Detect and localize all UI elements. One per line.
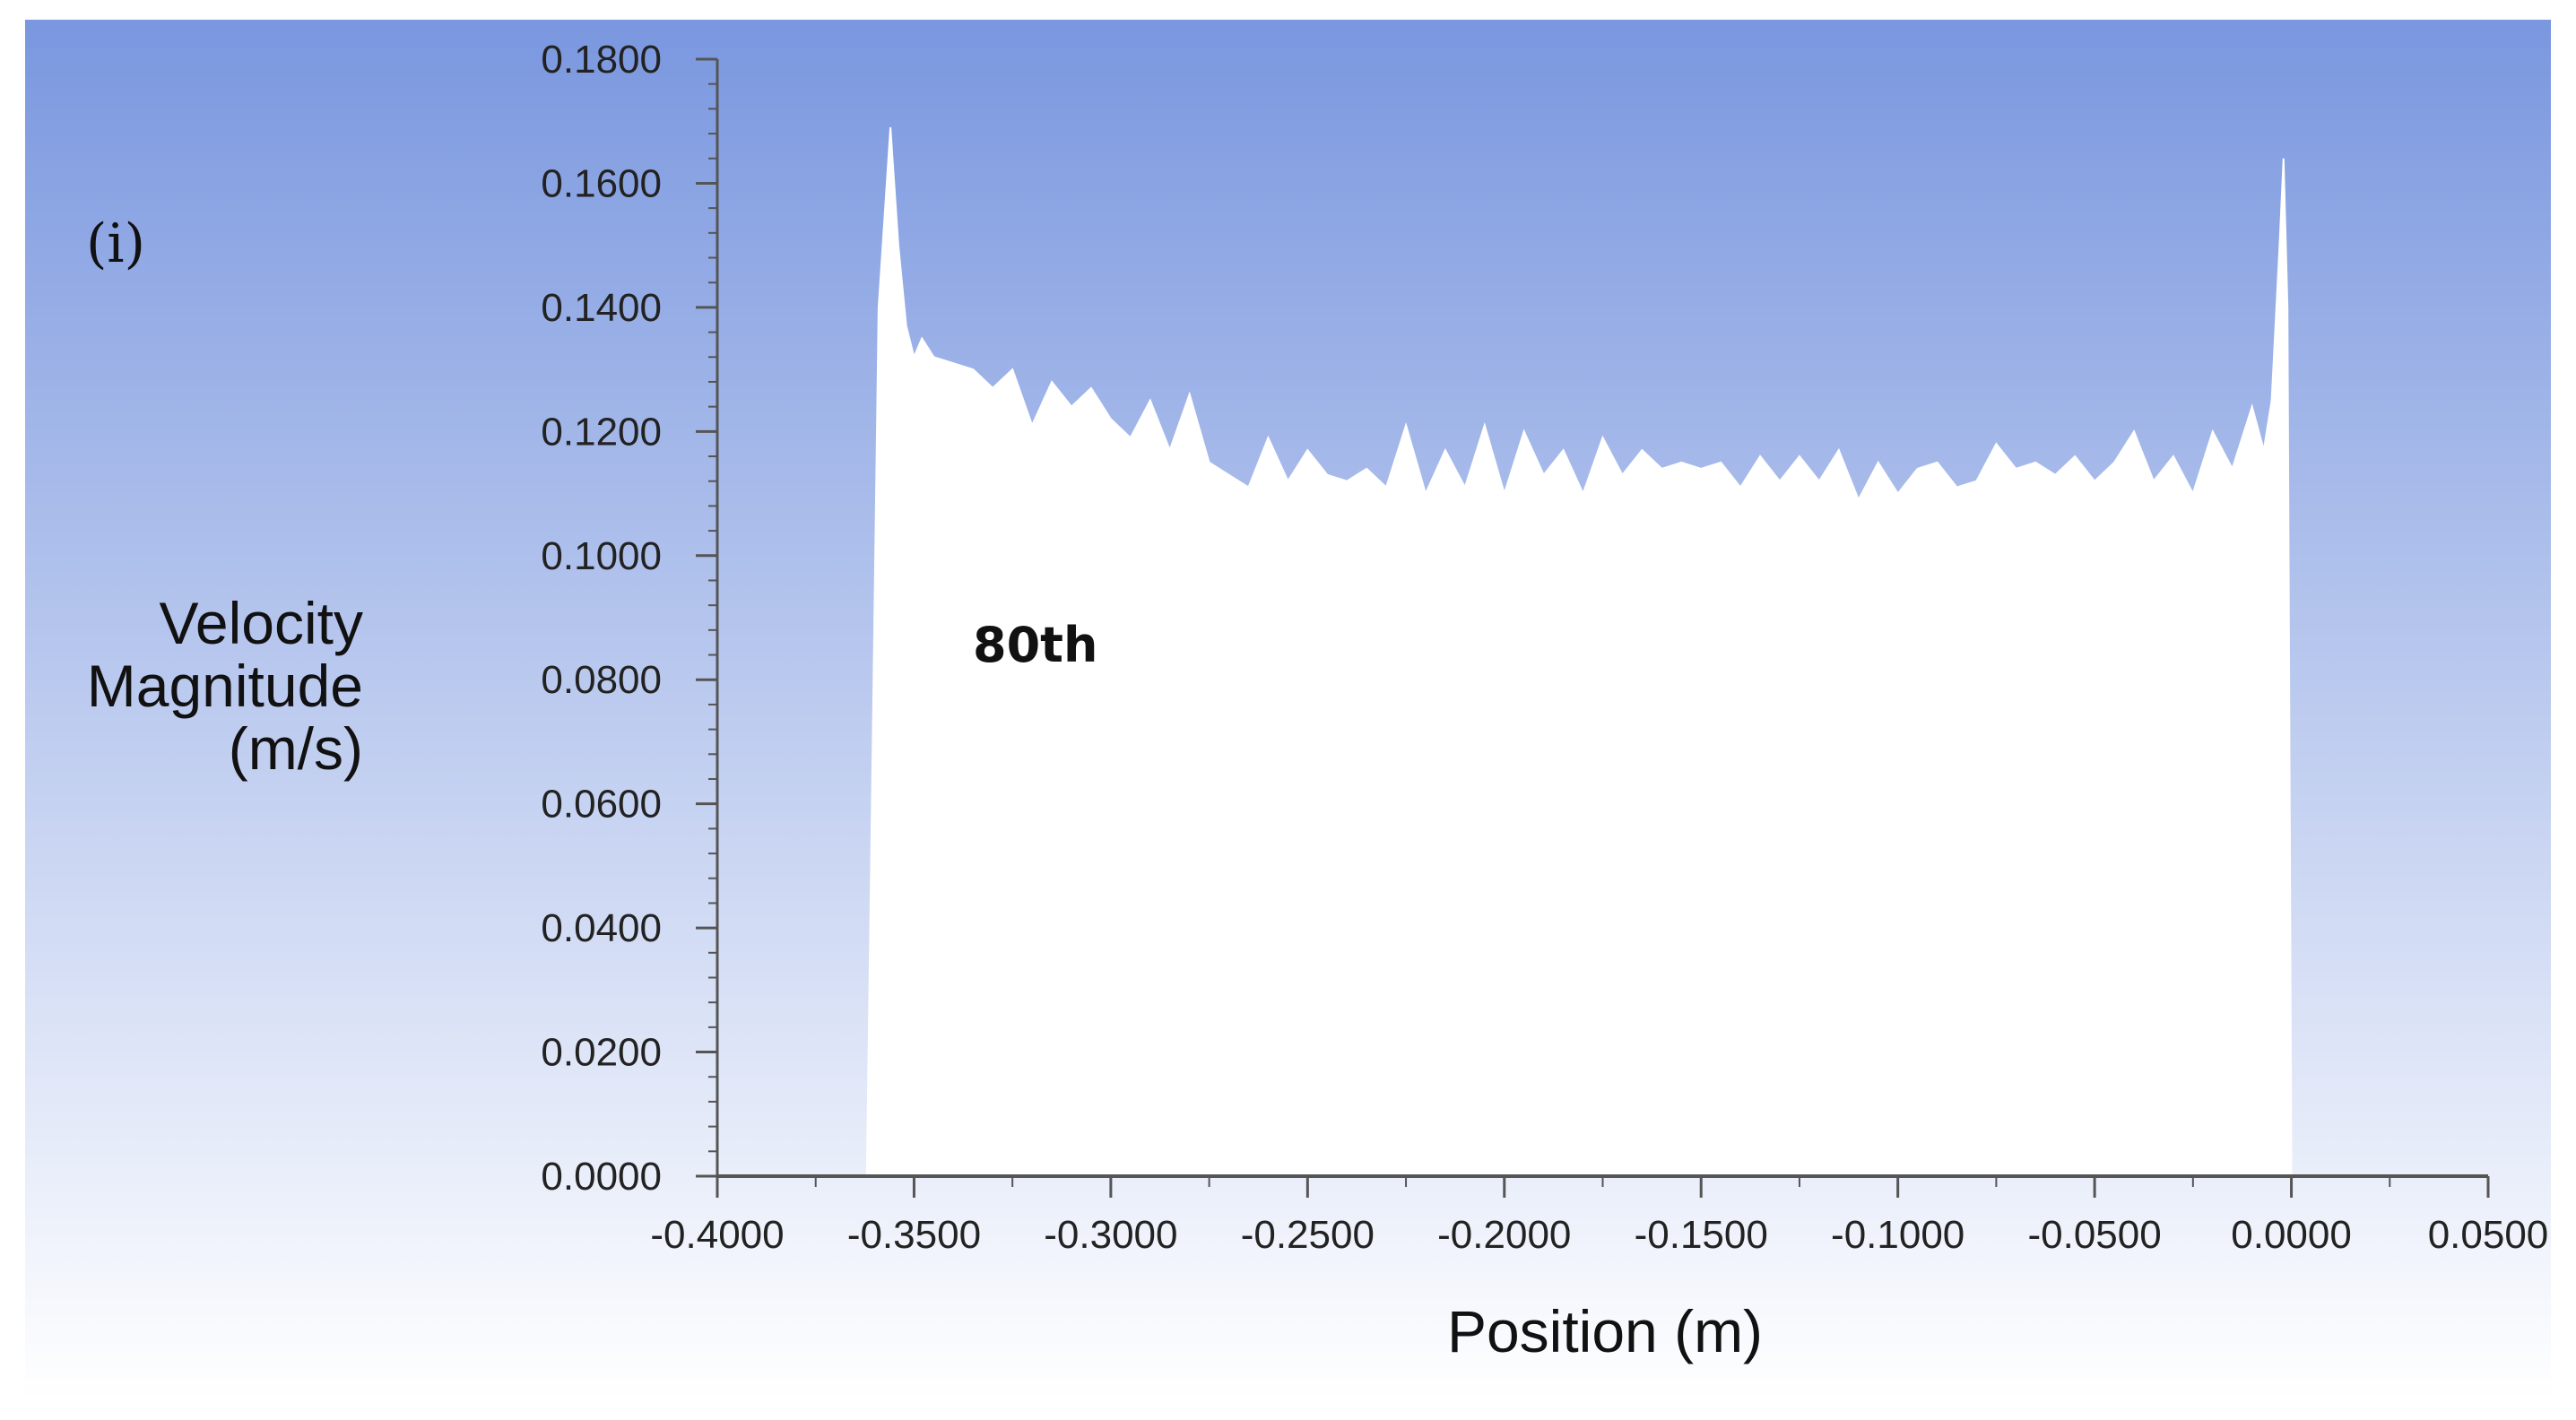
- y-axis-title-line-3: (m/s): [229, 715, 363, 782]
- y-tick-label: 0.1800: [541, 38, 662, 82]
- y-axis-title-line-2: Magnitude: [87, 653, 363, 719]
- x-axis-title: Position (m): [1447, 1298, 1763, 1364]
- y-axis: 0.0000 0.0200 0.0400 0.0600 0.0800 0.1000 0.12…: [541, 38, 719, 1199]
- x-tick-label: 0.0500: [2428, 1213, 2549, 1257]
- y-tick-label: 0.0600: [541, 783, 662, 827]
- velocity-area: [865, 127, 2293, 1177]
- x-tick-label: 0.0000: [2231, 1213, 2352, 1257]
- y-tick-label: 0.0000: [541, 1155, 662, 1199]
- panel-label: (i): [86, 212, 145, 275]
- x-tick-label: -0.0500: [2027, 1213, 2161, 1257]
- y-tick-label: 0.1200: [541, 410, 662, 454]
- y-tick-label: 0.0400: [541, 906, 662, 950]
- x-tick-label: -0.3500: [847, 1213, 981, 1257]
- x-tick-label: -0.1500: [1635, 1213, 1768, 1257]
- x-tick-label: -0.2000: [1437, 1213, 1571, 1257]
- x-axis: -0.4000 -0.3500 -0.3000 -0.2500 -0.2000 -0.15…: [650, 1174, 2549, 1257]
- x-tick-label: -0.3000: [1044, 1213, 1177, 1257]
- y-tick-label: 0.0200: [541, 1031, 662, 1075]
- x-tick-label: -0.1000: [1831, 1213, 1965, 1257]
- y-tick-label: 0.1000: [541, 534, 662, 578]
- y-tick-label: 0.1400: [541, 286, 662, 330]
- y-axis-title-line-1: Velocity: [160, 590, 363, 656]
- y-tick-label: 0.0800: [541, 658, 662, 702]
- series-annotation: 80th: [973, 617, 1097, 673]
- x-tick-label: -0.2500: [1241, 1213, 1375, 1257]
- x-tick-label: -0.4000: [650, 1213, 784, 1257]
- y-tick-label: 0.1600: [541, 161, 662, 205]
